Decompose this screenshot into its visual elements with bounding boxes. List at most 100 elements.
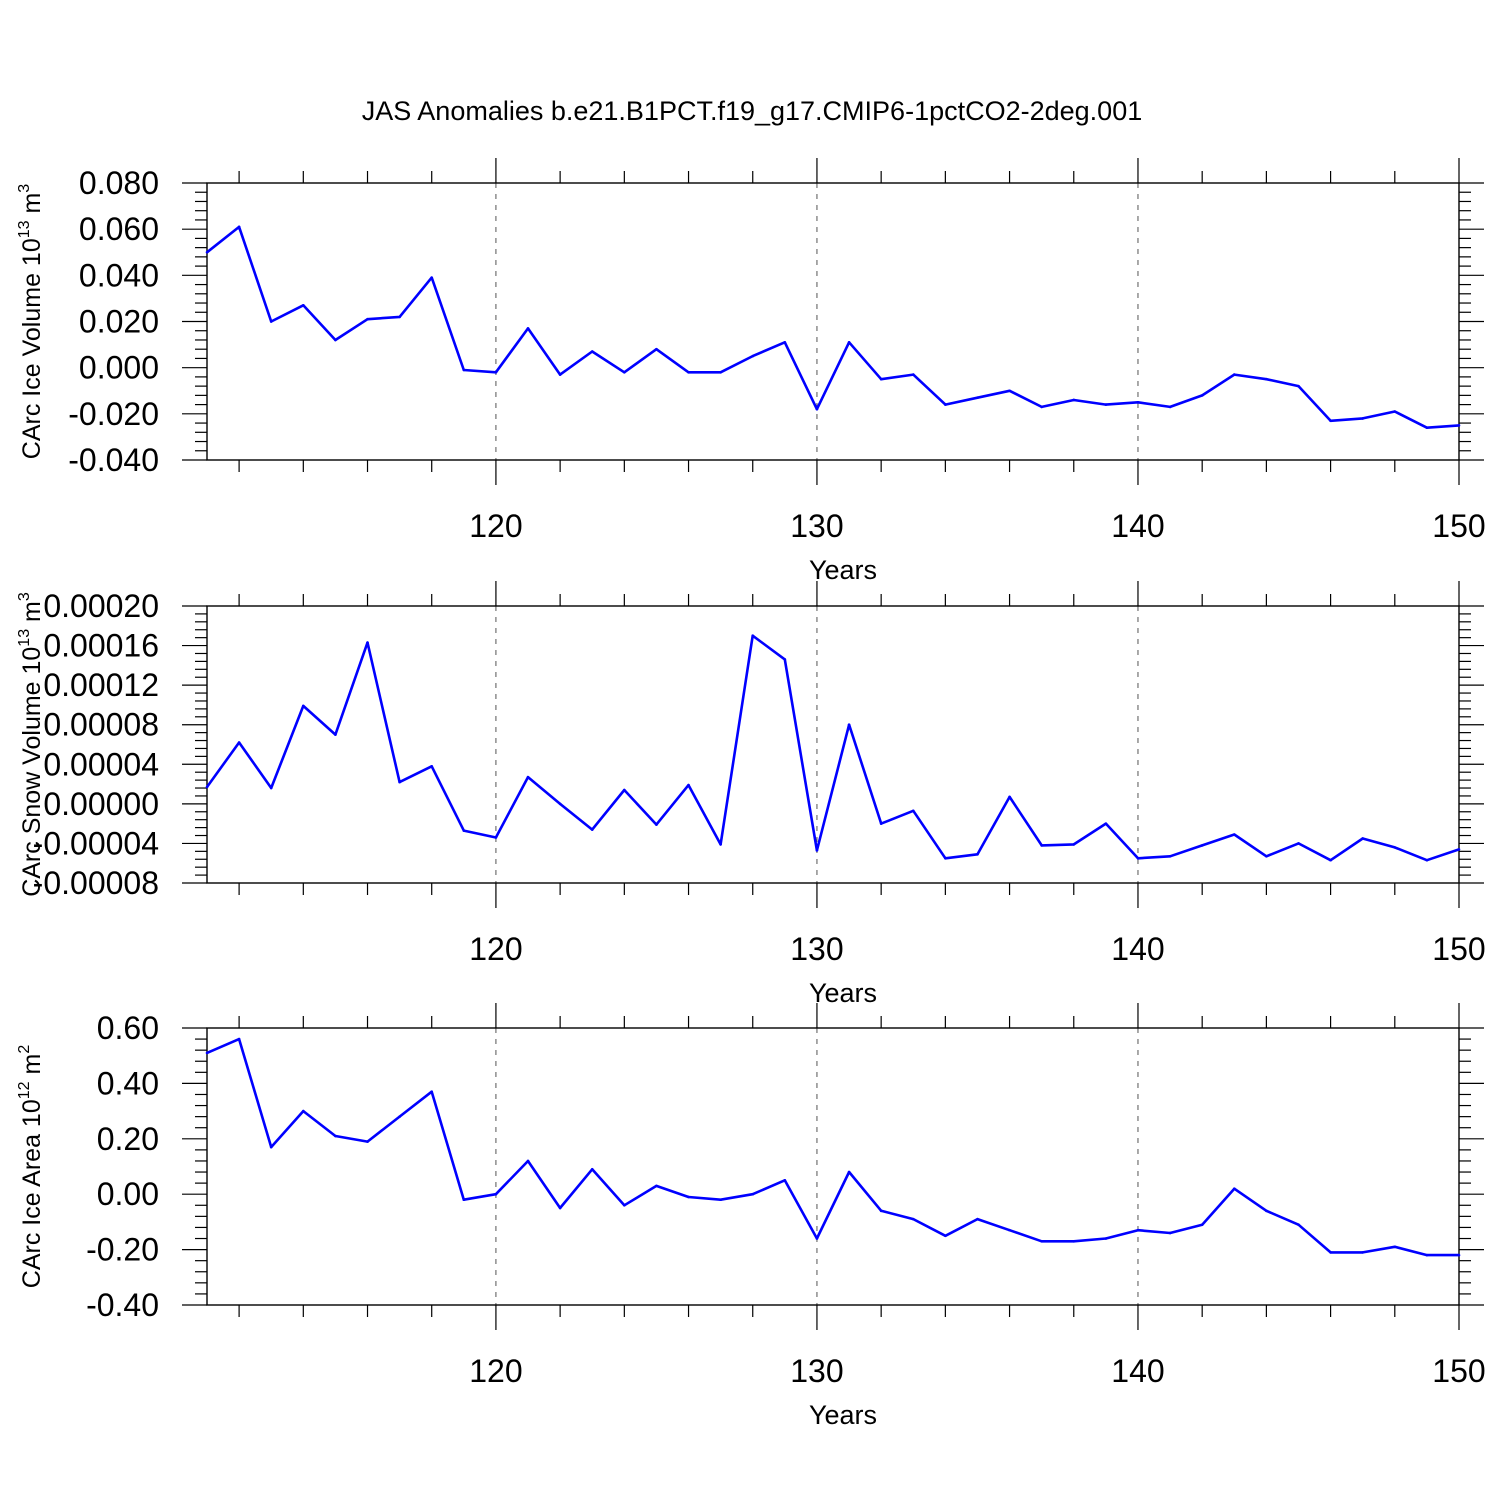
x-tick-label: 130	[790, 508, 843, 544]
data-point	[1361, 837, 1364, 840]
data-point	[558, 802, 562, 806]
y-tick-label: 0.000	[79, 350, 159, 386]
data-point	[205, 785, 209, 789]
data-point	[944, 1234, 947, 1238]
data-point	[1265, 1209, 1268, 1213]
y-tick-label: 0.00004	[43, 746, 159, 782]
data-point	[1361, 417, 1364, 420]
data-point	[494, 836, 498, 839]
data-point	[366, 1140, 369, 1143]
data-point	[526, 1159, 530, 1163]
y-axis-title-text: CArc Ice Volume 10	[18, 238, 46, 459]
x-tick-label: 130	[790, 931, 843, 967]
data-point	[526, 327, 530, 330]
data-point	[302, 304, 305, 307]
y-axis-title: CArc Ice Volume 1013 m3	[16, 184, 46, 460]
data-point	[558, 373, 562, 376]
data-point	[205, 1051, 209, 1055]
data-point	[1329, 1251, 1332, 1254]
x-tick-label: 150	[1432, 931, 1485, 967]
y-axis-title-unit: m	[18, 193, 46, 221]
x-tick-label: 150	[1432, 1353, 1485, 1389]
data-point	[366, 641, 369, 644]
x-tick-label: 120	[469, 508, 522, 544]
data-point	[334, 1134, 337, 1138]
data-point	[879, 822, 883, 825]
data-point	[1425, 858, 1429, 862]
data-point	[1008, 1228, 1011, 1232]
data-point	[1329, 858, 1332, 862]
data-point	[334, 733, 337, 736]
data-point	[655, 347, 658, 351]
data-point	[1104, 822, 1108, 825]
data-point	[590, 350, 594, 353]
y-tick-label: 0.00	[97, 1176, 159, 1212]
data-point	[1297, 842, 1300, 845]
y-tick-label: -0.20	[86, 1232, 159, 1268]
data-point	[815, 849, 819, 852]
data-point	[237, 741, 241, 744]
data-point	[719, 843, 722, 846]
y-axis-title-unit-exponent: 2	[16, 1045, 33, 1054]
x-tick-label: 140	[1111, 1353, 1164, 1389]
data-point	[366, 317, 369, 321]
data-point	[783, 1179, 787, 1182]
y-tick-label: 0.040	[79, 257, 159, 293]
series-line	[206, 1037, 1459, 1257]
data-point	[1072, 398, 1076, 402]
y-axis-title: CArc Snow Volume 1013 m3	[16, 592, 46, 897]
data-point	[944, 403, 947, 406]
data-point	[1297, 1223, 1300, 1226]
data-point	[1136, 400, 1140, 404]
series-line	[205, 634, 1460, 862]
data-point	[1393, 410, 1397, 413]
data-point	[623, 370, 626, 374]
data-point	[205, 250, 209, 254]
data-point	[1168, 405, 1172, 409]
data-point	[1297, 384, 1300, 388]
data-point	[976, 1217, 979, 1221]
data-point	[462, 1198, 466, 1202]
y-axis-title-unit-exponent: 3	[16, 592, 33, 601]
chart-panel-3: 120 130 140 150 -0.40 -0.20 0.00 0.20 0.40 0.60 Ye…	[16, 1003, 1486, 1430]
data-point	[1200, 1223, 1204, 1226]
plot-frame	[206, 1027, 1460, 1306]
data-point	[398, 780, 401, 784]
x-tick-label: 130	[790, 1353, 843, 1389]
data-point	[847, 723, 851, 727]
data-point	[494, 1192, 498, 1196]
x-tick-label: 150	[1432, 508, 1485, 544]
data-point	[687, 783, 690, 787]
y-tick-label: -0.040	[68, 442, 159, 478]
data-point	[1104, 1237, 1108, 1240]
plot-frame	[206, 182, 1460, 461]
data-point	[1232, 373, 1236, 376]
data-point	[1329, 419, 1332, 423]
data-point	[1040, 1239, 1043, 1243]
data-point	[398, 1115, 401, 1118]
y-axis-title-exponent: 13	[16, 629, 33, 647]
data-point	[1104, 403, 1108, 406]
data-point	[879, 1209, 883, 1213]
data-point	[1457, 848, 1461, 851]
data-point	[462, 829, 466, 832]
data-point	[1136, 856, 1140, 860]
data-point	[526, 775, 530, 779]
y-tick-label: 0.00000	[43, 786, 159, 822]
data-point	[751, 1192, 755, 1196]
data-point	[1265, 377, 1268, 381]
data-point	[1040, 844, 1043, 847]
x-axis-title: Years	[809, 1400, 877, 1430]
data-point	[751, 634, 755, 637]
y-tick-label: 0.60	[97, 1010, 159, 1046]
data-point	[237, 1037, 241, 1041]
data-point	[879, 377, 883, 381]
data-point	[1008, 795, 1011, 799]
y-tick-label: 0.00016	[43, 628, 159, 664]
data-point	[1040, 405, 1043, 409]
data-point	[1361, 1251, 1364, 1254]
y-tick-label: 0.080	[79, 165, 159, 201]
y-axis-title-exponent: 12	[16, 1081, 33, 1099]
data-point	[944, 856, 947, 860]
